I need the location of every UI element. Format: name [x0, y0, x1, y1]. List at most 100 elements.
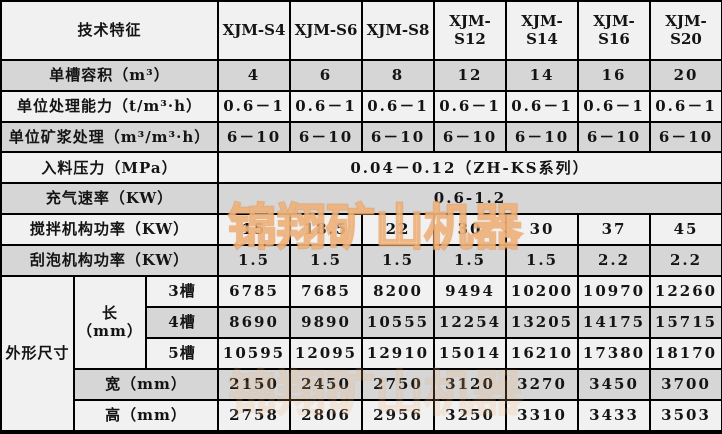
value-cell: 1.5 [433, 244, 508, 278]
value-cell: 3270 [505, 367, 580, 401]
model-header: XJM-S6 [289, 0, 364, 61]
row-label: 搅拌机构功率（KW） [0, 213, 220, 247]
value-cell: 15014 [433, 336, 508, 370]
row-height: 高（mm） 2758 2806 2956 3250 3310 3433 3503 [1, 398, 722, 434]
value-cell: 12095 [289, 336, 364, 370]
value-cell: 13205 [505, 305, 580, 339]
row-agitator-power: 搅拌机构功率（KW） 15 18.5 22 30 30 37 45 [0, 213, 722, 247]
row-label: 单位矿浆处理（m³/m³·h） [0, 120, 220, 154]
merged-value-cell: 0.04－0.12（ZH-KS系列） [217, 151, 722, 185]
value-cell: 1.5 [289, 244, 364, 278]
value-cell: 7685 [289, 275, 364, 308]
value-cell: 3433 [577, 398, 652, 434]
value-cell: 9494 [433, 275, 508, 308]
value-cell: 2.2 [577, 244, 652, 278]
value-cell: 10970 [577, 275, 652, 308]
value-cell: 18.5 [289, 213, 364, 247]
value-cell: 20 [649, 58, 722, 92]
value-cell: 0.6－1 [217, 89, 292, 123]
height-label: 高（mm） [72, 398, 220, 434]
value-cell: 3700 [649, 367, 722, 401]
value-cell: 0.6－1 [289, 89, 364, 123]
value-cell: 2150 [217, 367, 292, 401]
value-cell: 3250 [433, 398, 508, 434]
value-cell: 3503 [649, 398, 722, 434]
model-header: XJM-S12 [433, 0, 508, 61]
value-cell: 12910 [361, 336, 436, 370]
value-cell: 0.6－1 [361, 89, 436, 123]
value-cell: 6 [289, 58, 364, 92]
value-cell: 15715 [649, 305, 722, 339]
value-cell: 10595 [217, 336, 292, 370]
row-unit-capacity: 单位处理能力（t/m³·h） 0.6－1 0.6－1 0.6－1 0.6－1 0… [0, 89, 722, 123]
value-cell: 0.6－1 [649, 89, 722, 123]
value-cell: 0.6－1 [505, 89, 580, 123]
value-cell: 2450 [289, 367, 364, 401]
row-label: 刮泡机构功率（KW） [0, 244, 220, 278]
value-cell: 16210 [505, 336, 580, 370]
value-cell: 45 [649, 213, 722, 247]
value-cell: 30 [433, 213, 508, 247]
value-cell: 6－10 [433, 120, 508, 154]
row-length-4tank: 4槽 8690 9890 10555 12254 13205 14175 157… [1, 305, 722, 339]
value-cell: 3450 [577, 367, 652, 401]
model-header: XJM-S4 [217, 0, 292, 61]
row-feed-pressure: 入料压力（MPa） 0.04－0.12（ZH-KS系列） [0, 151, 722, 185]
row-label: 入料压力（MPa） [0, 151, 220, 185]
value-cell: 30 [505, 213, 580, 247]
value-cell: 9890 [289, 305, 364, 339]
value-cell: 3120 [433, 367, 508, 401]
model-header: XJM-S16 [577, 0, 652, 61]
feature-header-cell: 技术特征 [0, 0, 220, 61]
value-cell: 8200 [361, 275, 436, 308]
row-label: 单槽容积（m³） [0, 58, 220, 92]
value-cell: 8 [361, 58, 436, 92]
value-cell: 2750 [361, 367, 436, 401]
value-cell: 16 [577, 58, 652, 92]
row-length-3tank: 外形尺寸 长（mm） 3槽 6785 7685 8200 9494 10200 … [0, 275, 722, 433]
model-header: XJM-S20 [649, 0, 722, 61]
row-tank-volume: 单槽容积（m³） 4 6 8 12 14 16 20 [0, 58, 722, 92]
value-cell: 6－10 [361, 120, 436, 154]
model-header: XJM-S14 [505, 0, 580, 61]
value-cell: 17380 [577, 336, 652, 370]
merged-value-cell: 0.6-1.2 [217, 182, 722, 216]
value-cell: 12254 [433, 305, 508, 339]
header-row: 技术特征 XJM-S4 XJM-S6 XJM-S8 XJM-S12 XJM-S1… [0, 0, 722, 61]
value-cell: 6－10 [505, 120, 580, 154]
value-cell: 4 [217, 58, 292, 92]
value-cell: 22 [361, 213, 436, 247]
value-cell: 1.5 [505, 244, 580, 278]
value-cell: 14175 [577, 305, 652, 339]
sub-row-label: 4槽 [144, 305, 220, 339]
value-cell: 37 [577, 213, 652, 247]
value-cell: 6－10 [289, 120, 364, 154]
value-cell: 1.5 [217, 244, 292, 278]
length-label: 长（mm） [73, 275, 147, 370]
row-aeration-rate: 充气速率（KW） 0.6-1.2 [0, 182, 722, 216]
value-cell: 1.5 [361, 244, 436, 278]
value-cell: 10555 [361, 305, 436, 339]
value-cell: 6－10 [649, 120, 722, 154]
value-cell: 6785 [217, 275, 292, 308]
row-slurry-capacity: 单位矿浆处理（m³/m³·h） 6－10 6－10 6－10 6－10 6－10… [0, 120, 722, 154]
value-cell: 3310 [505, 398, 580, 434]
value-cell: 2956 [361, 398, 436, 434]
value-cell: 6－10 [577, 120, 652, 154]
value-cell: 2806 [289, 398, 364, 434]
row-label: 充气速率（KW） [0, 182, 220, 216]
value-cell: 2758 [217, 398, 292, 434]
sub-row-label: 3槽 [144, 275, 220, 308]
value-cell: 10200 [505, 275, 580, 308]
value-cell: 14 [505, 58, 580, 92]
row-scraper-power: 刮泡机构功率（KW） 1.5 1.5 1.5 1.5 1.5 2.2 2.2 [0, 244, 722, 278]
value-cell: 0.6－1 [433, 89, 508, 123]
model-header: XJM-S8 [361, 0, 436, 61]
value-cell: 8690 [217, 305, 292, 339]
value-cell: 15 [217, 213, 292, 247]
row-length-5tank: 5槽 10595 12095 12910 15014 16210 17380 1… [1, 336, 722, 370]
sub-row-label: 5槽 [144, 336, 220, 370]
dimensions-group-label: 外形尺寸 [0, 275, 75, 433]
value-cell: 12 [433, 58, 508, 92]
